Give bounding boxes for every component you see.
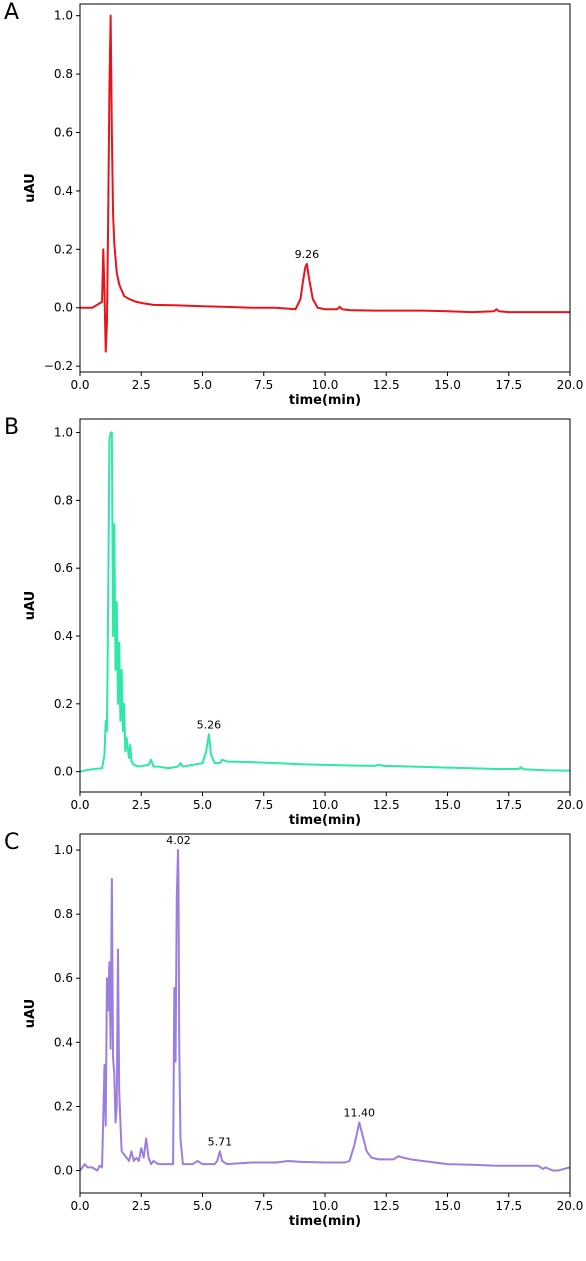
- peak-annotation: 4.02: [166, 834, 191, 847]
- y-tick-label: 0.8: [54, 907, 73, 921]
- chart-panel-a: A 0.0 2.5 5.0 7.5 10.0 12.5 15.0 17.5 20.0 −0.2 0.…: [0, 0, 586, 420]
- x-axis-label: time(min): [289, 813, 361, 828]
- peak-annotation: 9.26: [295, 248, 320, 261]
- peak-annotation: 5.26: [197, 718, 222, 731]
- x-tick-label: 0.0: [70, 378, 89, 392]
- y-axis-label: uAU: [23, 591, 38, 620]
- x-tick-label: 20.0: [557, 798, 584, 812]
- x-tick-label: 2.5: [132, 1199, 151, 1213]
- x-tick-label: 7.5: [254, 1199, 273, 1213]
- y-tick-label: 0.0: [54, 1164, 73, 1178]
- y-tick-label: 0.2: [54, 697, 73, 711]
- y-axis-label: uAU: [23, 173, 38, 202]
- x-tick-label: 5.0: [193, 798, 212, 812]
- plot-frame-c: [79, 833, 571, 1194]
- x-tick-label: 17.5: [495, 798, 522, 812]
- x-tick-label: 20.0: [557, 378, 584, 392]
- x-tick-label: 5.0: [193, 378, 212, 392]
- y-tick-label: 0.4: [54, 1035, 73, 1049]
- y-tick-label: 0.8: [54, 67, 73, 81]
- y-tick-label: 0.8: [54, 493, 73, 507]
- y-tick-label: 1.0: [54, 426, 73, 440]
- y-tick-label: 0.4: [54, 629, 73, 643]
- x-tick-label: 2.5: [132, 378, 151, 392]
- y-tick-label: 0.2: [54, 1099, 73, 1113]
- chart-a-svg: 0.0 2.5 5.0 7.5 10.0 12.5 15.0 17.5 20.0 −0.2 0.0 0…: [23, 3, 584, 408]
- x-tick-label: 15.0: [434, 378, 461, 392]
- x-tick-label: 12.5: [373, 798, 400, 812]
- panel-letter-b: B: [4, 415, 20, 440]
- y-tick-label: 0.4: [54, 184, 73, 198]
- y-tick-label: 0.6: [54, 971, 73, 985]
- chart-b-svg: 0.0 2.5 5.0 7.5 10.0 12.5 15.0 17.5 20.0 0.0 0.2 0.…: [23, 418, 584, 828]
- series-line-c: [79, 849, 571, 1172]
- plot-frame-b: [79, 418, 571, 793]
- x-tick-label: 0.0: [70, 1199, 89, 1213]
- x-tick-label: 7.5: [254, 378, 273, 392]
- x-tick-label: 15.0: [434, 1199, 461, 1213]
- y-tick-label: 0.6: [54, 561, 73, 575]
- series-line-b: [79, 431, 571, 773]
- y-tick-label: 0.2: [54, 242, 73, 256]
- y-tick-label: −0.2: [44, 359, 73, 373]
- x-tick-label: 0.0: [70, 798, 89, 812]
- y-tick-label: 0.0: [54, 301, 73, 315]
- x-tick-label: 17.5: [495, 1199, 522, 1213]
- x-tick-label: 2.5: [132, 798, 151, 812]
- x-axis-label: time(min): [289, 393, 361, 408]
- y-axis-label: uAU: [23, 999, 38, 1028]
- y-tick-label: 1.0: [54, 843, 73, 857]
- x-tick-label: 12.5: [373, 378, 400, 392]
- panel-letter-a: A: [4, 0, 20, 25]
- chart-panel-c: C 0.0 2.5 5.0 7.5 10.0 12.5 15.0 17.5 20.0 0.0 0.2…: [0, 830, 586, 1250]
- series-line-a: [80, 14, 570, 353]
- x-tick-label: 10.0: [312, 798, 339, 812]
- x-tick-label: 15.0: [434, 798, 461, 812]
- x-tick-label: 12.5: [373, 1199, 400, 1213]
- plot-frame-a: [79, 3, 571, 373]
- x-axis-label: time(min): [289, 1214, 361, 1229]
- peak-annotation: 5.71: [208, 1135, 233, 1148]
- y-tick-label: 0.6: [54, 126, 73, 140]
- x-tick-label: 7.5: [254, 798, 273, 812]
- x-tick-label: 5.0: [193, 1199, 212, 1213]
- panel-letter-c: C: [4, 830, 20, 855]
- x-tick-label: 10.0: [312, 378, 339, 392]
- y-tick-label: 1.0: [54, 9, 73, 23]
- x-tick-label: 10.0: [312, 1199, 339, 1213]
- chart-c-svg: 0.0 2.5 5.0 7.5 10.0 12.5 15.0 17.5 20.0 0.0 0.2 0.…: [23, 833, 584, 1229]
- y-tick-label: 0.0: [54, 765, 73, 779]
- x-tick-label: 20.0: [557, 1199, 584, 1213]
- chart-panel-b: B 0.0 2.5 5.0 7.5 10.0 12.5 15.0 17.5 20.0 0.0 0.2…: [0, 415, 586, 835]
- x-tick-label: 17.5: [495, 378, 522, 392]
- peak-annotation: 11.40: [344, 1106, 376, 1119]
